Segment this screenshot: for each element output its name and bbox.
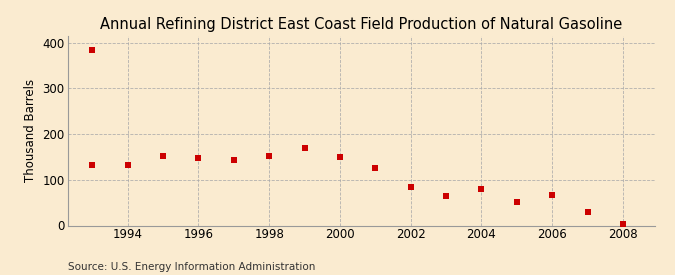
Y-axis label: Thousand Barrels: Thousand Barrels — [24, 79, 37, 182]
Point — [370, 166, 381, 170]
Point — [512, 200, 522, 204]
Point — [582, 210, 593, 214]
Point — [299, 145, 310, 150]
Point — [193, 156, 204, 161]
Point — [122, 163, 133, 167]
Point — [87, 48, 98, 53]
Text: Source: U.S. Energy Information Administration: Source: U.S. Energy Information Administ… — [68, 262, 315, 272]
Point — [335, 155, 346, 160]
Point — [441, 194, 452, 199]
Title: Annual Refining District East Coast Field Production of Natural Gasoline: Annual Refining District East Coast Fiel… — [100, 17, 622, 32]
Point — [476, 187, 487, 191]
Point — [547, 193, 558, 197]
Point — [264, 153, 275, 158]
Point — [228, 158, 239, 162]
Point — [87, 163, 98, 167]
Point — [405, 185, 416, 189]
Point — [158, 154, 169, 158]
Point — [618, 221, 628, 226]
